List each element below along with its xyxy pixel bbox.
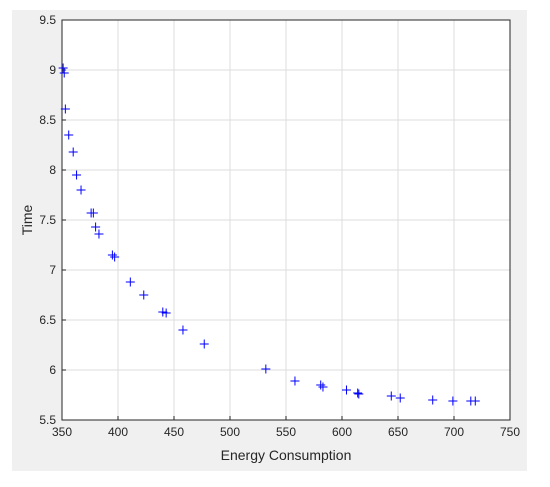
y-tick-label: 7.5 [39, 213, 56, 227]
data-point [64, 130, 74, 140]
y-tick-label: 6 [49, 363, 56, 377]
data-point [428, 395, 438, 405]
data-point [107, 250, 117, 260]
data-point [110, 252, 120, 262]
data-point [386, 391, 396, 401]
data-point [178, 325, 188, 335]
data-point [290, 376, 300, 386]
data-points [58, 63, 480, 406]
grid-lines [62, 20, 510, 420]
data-point [76, 185, 86, 195]
scatter-chart: Energy Consumption Time 350 400 450 500 550 6… [19, 13, 520, 463]
y-tick-label: 8 [49, 163, 56, 177]
data-point [199, 339, 209, 349]
data-point [88, 208, 98, 218]
x-tick-label: 400 [108, 425, 128, 439]
x-tick-label: 450 [164, 425, 184, 439]
data-point [91, 222, 101, 232]
data-point [125, 277, 135, 287]
x-tick-label: 350 [52, 425, 72, 439]
axis-ticks: 350 400 450 500 550 600 650 700 750 5.5 6 6.5 7 7.5 8 8… [39, 13, 520, 439]
y-tick-label: 7 [49, 263, 56, 277]
data-point [316, 380, 326, 390]
y-tick-label: 9 [49, 63, 56, 77]
data-point [60, 104, 70, 114]
x-tick-label: 700 [444, 425, 464, 439]
x-axis-label: Energy Consumption [221, 447, 352, 463]
data-point [448, 396, 458, 406]
x-tick-label: 750 [500, 425, 520, 439]
data-point [58, 63, 68, 73]
y-tick-label: 8.5 [39, 113, 56, 127]
data-point [94, 229, 104, 239]
y-tick-label: 6.5 [39, 313, 56, 327]
data-point [318, 382, 328, 392]
data-point [59, 68, 69, 78]
data-point [341, 385, 351, 395]
figure-background: Energy Consumption Time 350 400 450 500 550 6… [12, 10, 527, 471]
y-axis-label: Time [19, 204, 35, 235]
data-point [68, 147, 78, 157]
data-point [139, 290, 149, 300]
y-tick-label: 9.5 [39, 13, 56, 27]
data-point [354, 389, 364, 399]
data-point [470, 396, 480, 406]
data-point [395, 393, 405, 403]
y-tick-label: 5.5 [39, 413, 56, 427]
data-point [161, 308, 171, 318]
data-point [261, 364, 271, 374]
data-point [72, 170, 82, 180]
data-point [353, 388, 363, 398]
x-tick-label: 500 [220, 425, 240, 439]
x-tick-label: 650 [388, 425, 408, 439]
x-tick-label: 550 [276, 425, 296, 439]
x-tick-label: 600 [332, 425, 352, 439]
